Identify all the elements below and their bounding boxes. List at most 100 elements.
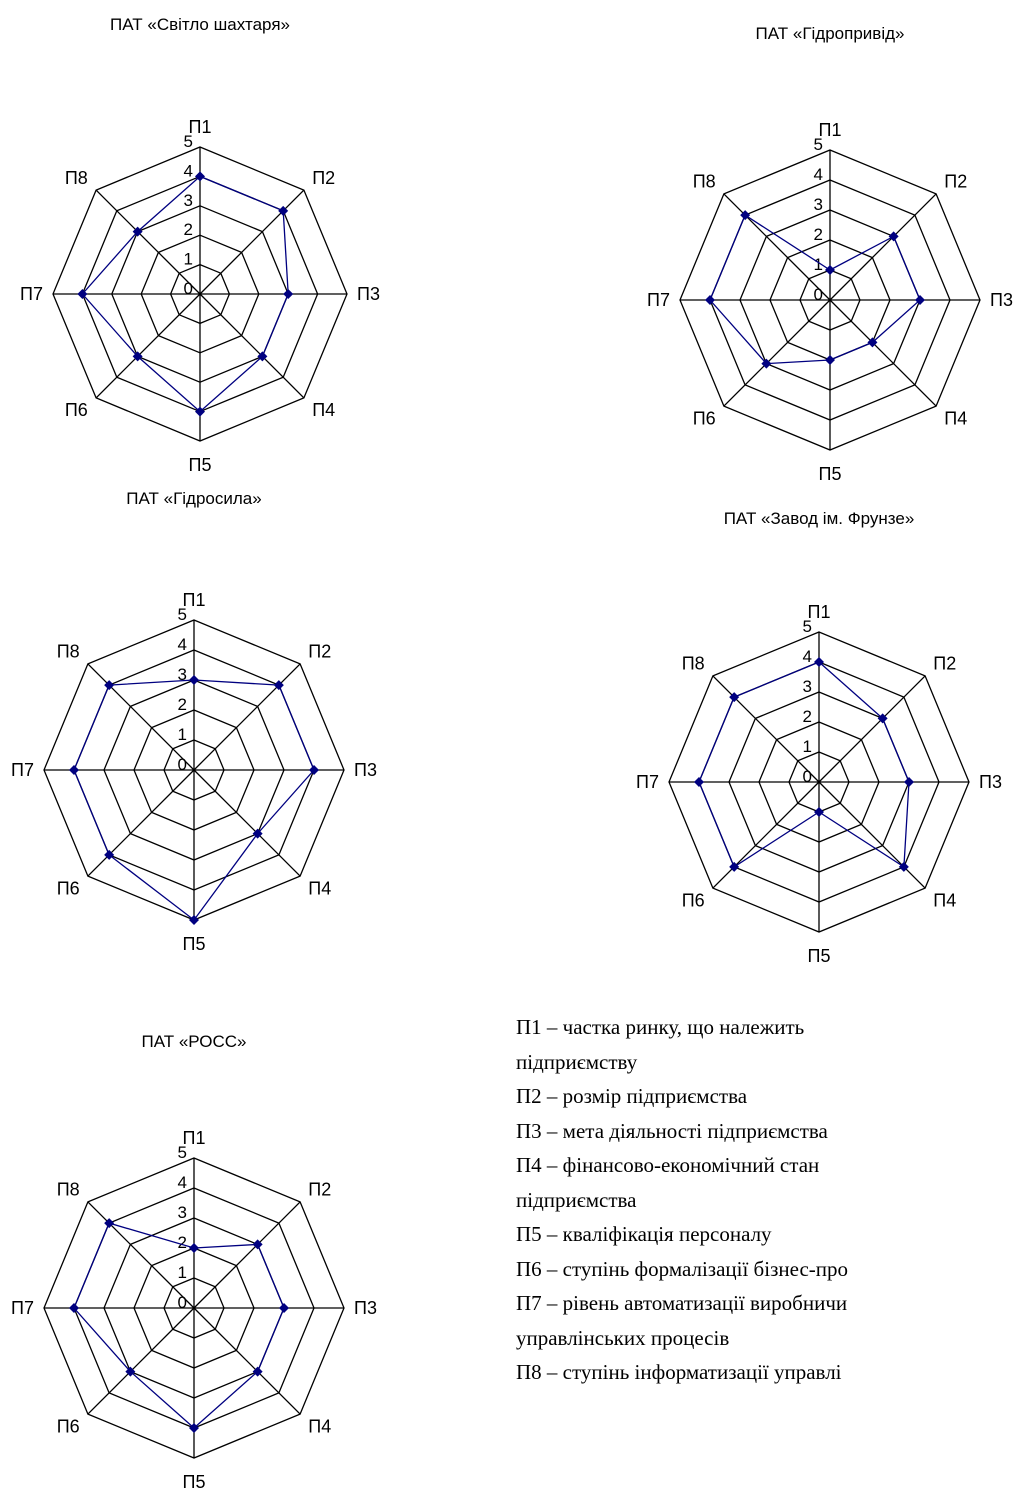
grid-spoke bbox=[87, 769, 195, 877]
legend-line: підприємства bbox=[516, 1187, 637, 1212]
grid-spoke bbox=[829, 299, 937, 407]
axis-tick-label: 4 bbox=[178, 1173, 187, 1192]
data-point bbox=[69, 765, 79, 775]
axis-tick-label: 2 bbox=[184, 220, 193, 239]
data-point bbox=[273, 680, 284, 691]
legend-line: підприємству bbox=[516, 1049, 638, 1074]
category-label: П8 bbox=[693, 172, 716, 192]
category-label: П8 bbox=[57, 642, 80, 662]
axis-tick-label: 4 bbox=[803, 647, 812, 666]
axis-tick-label: 5 bbox=[178, 1143, 187, 1162]
data-point bbox=[104, 680, 115, 691]
data-point bbox=[825, 355, 835, 365]
data-point bbox=[104, 849, 115, 860]
category-label: П1 bbox=[183, 590, 206, 610]
data-point bbox=[867, 337, 878, 348]
axis-tick-label: 3 bbox=[178, 1203, 187, 1222]
category-label: П4 bbox=[312, 400, 335, 420]
axis-tick-label: 4 bbox=[178, 635, 187, 654]
category-label: П6 bbox=[682, 890, 705, 910]
grid-spoke bbox=[199, 189, 305, 295]
chart-title-zavod-frunze: ПАТ «Завод ім. Фрунзе» bbox=[723, 509, 915, 528]
category-label: П3 bbox=[357, 284, 380, 304]
legend-line: П8 – ступінь інформатизації управлі bbox=[516, 1360, 842, 1384]
grid-spoke bbox=[193, 663, 301, 771]
legend-line: П1 – частка ринку, що належить bbox=[516, 1015, 805, 1039]
category-label: П4 bbox=[944, 408, 967, 428]
data-point bbox=[132, 351, 143, 362]
data-point bbox=[278, 205, 289, 216]
grid-spoke bbox=[818, 781, 926, 889]
category-label: П3 bbox=[990, 290, 1013, 310]
data-point bbox=[915, 295, 925, 305]
data-point bbox=[761, 358, 772, 369]
legend-line: П2 – розмір підприємства bbox=[516, 1084, 748, 1108]
category-label: П4 bbox=[308, 1416, 331, 1436]
grid-spoke bbox=[193, 769, 301, 877]
axis-tick-label: 5 bbox=[814, 135, 823, 154]
legend-line: П6 – ступінь формалізації бізнес-про bbox=[516, 1256, 849, 1281]
axis-tick-label: 1 bbox=[178, 1263, 187, 1282]
category-label: П2 bbox=[308, 1180, 331, 1200]
category-label: П2 bbox=[933, 654, 956, 674]
axis-tick-label: 3 bbox=[178, 665, 187, 684]
category-label: П4 bbox=[308, 878, 331, 898]
grid-spoke bbox=[723, 193, 831, 301]
axis-tick-label: 0 bbox=[178, 755, 187, 774]
data-point bbox=[694, 777, 704, 787]
category-label: П1 bbox=[819, 120, 842, 140]
category-label: П5 bbox=[819, 464, 842, 484]
axis-tick-label: 4 bbox=[814, 165, 823, 184]
category-label: П6 bbox=[57, 1416, 80, 1436]
category-label: П5 bbox=[808, 946, 831, 966]
grid-spoke bbox=[95, 189, 201, 295]
grid-spoke bbox=[712, 675, 820, 783]
data-point bbox=[104, 1218, 115, 1229]
data-point bbox=[814, 657, 824, 667]
data-point bbox=[888, 231, 899, 242]
data-point bbox=[189, 1423, 199, 1433]
data-point bbox=[729, 861, 740, 872]
data-point bbox=[279, 1303, 289, 1313]
data-point bbox=[189, 675, 199, 685]
legend-line: П3 – мета діяльності підприємства bbox=[516, 1118, 828, 1143]
axis-tick-label: 2 bbox=[178, 1233, 187, 1252]
axis-tick-label: 3 bbox=[803, 677, 812, 696]
category-label: П1 bbox=[189, 117, 212, 137]
category-label: П6 bbox=[65, 400, 88, 420]
category-label: П2 bbox=[944, 172, 967, 192]
axis-tick-label: 0 bbox=[814, 285, 823, 304]
axis-tick-label: 0 bbox=[178, 1293, 187, 1312]
category-label: П1 bbox=[183, 1128, 206, 1148]
category-label: П5 bbox=[183, 934, 206, 954]
axis-tick-label: 0 bbox=[803, 767, 812, 786]
chart-title-ross: ПАТ «РОСС» bbox=[141, 1032, 247, 1051]
data-point bbox=[814, 807, 824, 817]
parameter-legend: П1 – частка ринку, що належить підприємс… bbox=[516, 1010, 1020, 1390]
grid-spoke bbox=[193, 1307, 301, 1415]
data-point bbox=[705, 295, 715, 305]
data-point bbox=[252, 828, 263, 839]
axis-tick-label: 1 bbox=[814, 255, 823, 274]
data-point bbox=[309, 765, 319, 775]
axis-tick-label: 0 bbox=[184, 279, 193, 298]
axis-tick-label: 3 bbox=[184, 191, 193, 210]
data-point bbox=[195, 171, 205, 182]
category-label: П6 bbox=[57, 878, 80, 898]
data-point bbox=[125, 1366, 136, 1377]
grid-spoke bbox=[193, 1201, 301, 1309]
data-point bbox=[132, 226, 143, 237]
legend-line: П5 – кваліфікація персоналу bbox=[516, 1222, 772, 1246]
grid-spoke bbox=[95, 293, 201, 399]
data-point bbox=[252, 1366, 263, 1377]
data-point bbox=[195, 406, 205, 417]
chart-title-hidropryvid: ПАТ «Гідропривід» bbox=[755, 24, 905, 43]
axis-tick-label: 1 bbox=[178, 725, 187, 744]
data-point bbox=[877, 713, 888, 724]
axis-tick-label: 1 bbox=[803, 737, 812, 756]
